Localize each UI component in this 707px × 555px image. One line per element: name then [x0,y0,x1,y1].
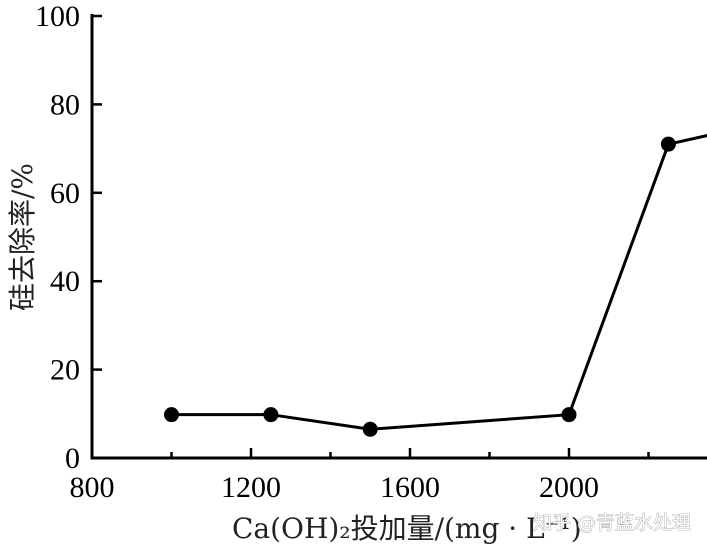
data-point [164,407,179,423]
series-line-group [171,134,707,431]
x-axis-title: Ca(OH)₂投加量/(mg · L⁻¹) [232,512,582,545]
y-tick-label: 20 [50,354,80,387]
data-point [263,407,279,423]
x-tick-label: 1200 [221,471,281,504]
y-tick-label: 60 [50,177,80,210]
x-axis: 8001200160020002 [70,448,707,504]
watermark-text: 知乎 @青蓝水处理 [533,512,691,534]
data-point [561,407,577,423]
series-line [171,134,707,431]
y-tick-label: 80 [50,88,80,121]
x-tick-label: 800 [70,471,115,504]
y-axis-title: 硅去除率/% [6,163,39,311]
x-tick-label: 2000 [539,471,599,504]
y-tick-label: 0 [65,442,80,475]
y-tick-label: 100 [35,0,80,33]
data-point [362,421,378,437]
y-axis: 0 20 40 60 80 100 [35,0,102,475]
data-point [660,136,676,152]
y-tick-label: 40 [50,265,80,298]
series-points-group [164,136,676,437]
x-tick-label: 1600 [380,471,440,504]
